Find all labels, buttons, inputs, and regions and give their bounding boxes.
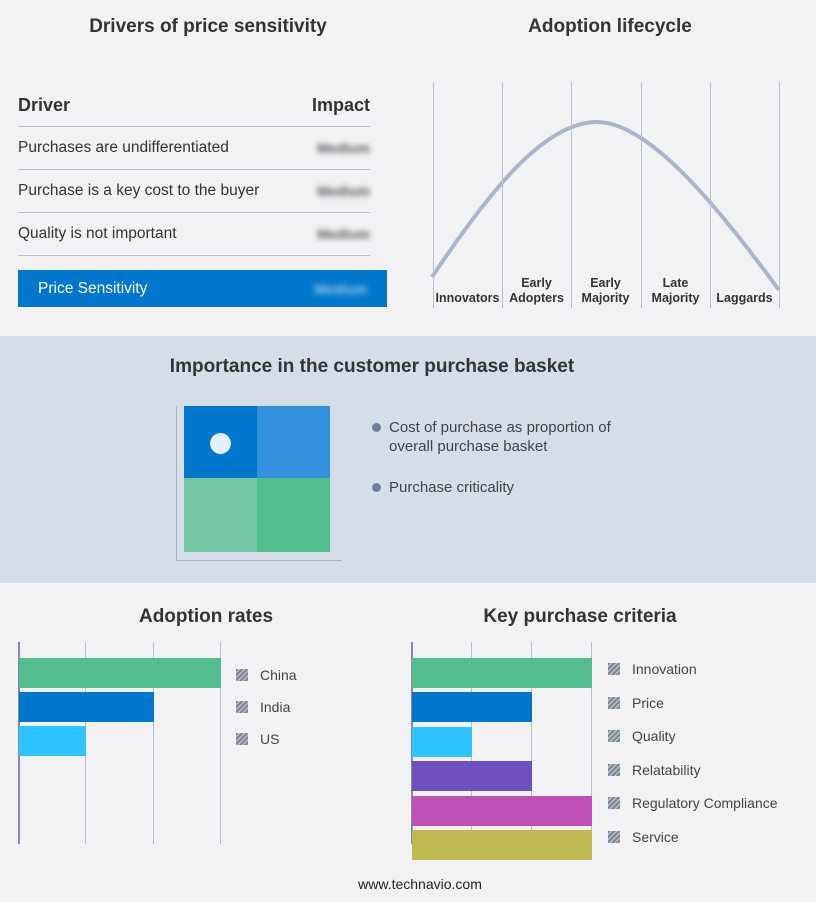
legend-item: Regulatory Compliance [608, 795, 778, 811]
legend-swatch-icon [236, 701, 248, 713]
lifecycle-divider [710, 82, 711, 308]
gridline [220, 642, 221, 844]
bar-china [19, 658, 221, 688]
impact-value: Medium [317, 226, 370, 242]
drivers-title: Drivers of price sensitivity [89, 16, 327, 37]
basket-section [0, 336, 816, 583]
legend-swatch-icon [608, 763, 620, 776]
quadrant-2 [257, 406, 330, 478]
legend-item: India [236, 699, 290, 715]
gridline [152, 642, 154, 844]
quadrant-3 [184, 478, 257, 552]
basket-title: Importance in the customer purchase bask… [169, 356, 575, 377]
col-driver: Driver [18, 94, 71, 115]
table-header: Driver Impact [18, 84, 370, 127]
price-sensitivity-summary: Price Sensitivity Medium [18, 270, 387, 307]
adoption-rates-title: Adoption rates [138, 606, 274, 627]
bar-quality [412, 726, 472, 757]
legend-item: Innovation [608, 661, 697, 677]
bar-india [19, 692, 154, 722]
driver-label: Purchase is a key cost to the buyer [18, 182, 260, 199]
position-marker [210, 433, 231, 454]
driver-label: Purchases are undifferentiated [18, 139, 229, 156]
lifecycle-stage: Early Majority [581, 276, 630, 305]
legend-item: Price [608, 695, 664, 711]
bar-regulatory-compliance [412, 795, 592, 826]
lifecycle-divider [433, 82, 434, 308]
footer-url[interactable]: www.technavio.com [358, 876, 482, 892]
legend-swatch-icon [608, 831, 620, 843]
bar-relatability [412, 761, 532, 792]
bar-price [412, 692, 532, 723]
col-impact: Impact [311, 94, 370, 115]
bar-us [19, 726, 87, 756]
kpc-title: Key purchase criteria [483, 606, 677, 627]
lifecycle-stage: Early Adopters [509, 276, 564, 305]
legend-swatch-icon [236, 669, 248, 681]
driver-label: Quality is not important [18, 225, 177, 242]
bar-service [412, 830, 592, 860]
legend-item: Relatability [608, 762, 700, 778]
lifecycle-stage: Laggards [716, 291, 773, 305]
legend-item: China [236, 667, 297, 683]
impact-value: Medium [317, 183, 370, 199]
lifecycle-curve [430, 119, 781, 292]
lifecycle-stage: Innovators [435, 291, 500, 305]
summary-impact: Medium [314, 280, 367, 297]
lifecycle-divider [779, 82, 780, 308]
legend-item: Service [608, 829, 679, 845]
legend-item: US [236, 731, 279, 747]
gridline [531, 642, 532, 844]
lifecycle-divider [641, 82, 642, 308]
legend-swatch-icon [608, 696, 620, 709]
legend-swatch-icon [608, 797, 620, 810]
table-row: Purchase is a key cost to the buyer Mediu… [18, 170, 370, 213]
basket-legend-1: Cost of purchase as proportion of overal… [372, 418, 642, 456]
lifecycle-title: Adoption lifecycle [528, 16, 692, 37]
basket-legend-2: Purchase criticality [372, 479, 514, 496]
table-row: Purchases are undifferentiated Medium [18, 127, 370, 170]
legend-swatch-icon [608, 730, 620, 743]
summary-label: Price Sensitivity [38, 279, 148, 297]
lifecycle-divider [502, 82, 503, 308]
table-row: Quality is not important Medium [18, 213, 370, 256]
legend-item: Quality [608, 728, 676, 744]
impact-value: Medium [317, 140, 370, 156]
gridline [591, 642, 592, 844]
legend-swatch-icon [236, 733, 248, 745]
lifecycle-divider [571, 82, 572, 308]
quadrant-4 [257, 478, 330, 552]
bar-innovation [412, 658, 592, 688]
legend-swatch-icon [608, 663, 620, 675]
lifecycle-stage: Late Majority [651, 276, 700, 305]
